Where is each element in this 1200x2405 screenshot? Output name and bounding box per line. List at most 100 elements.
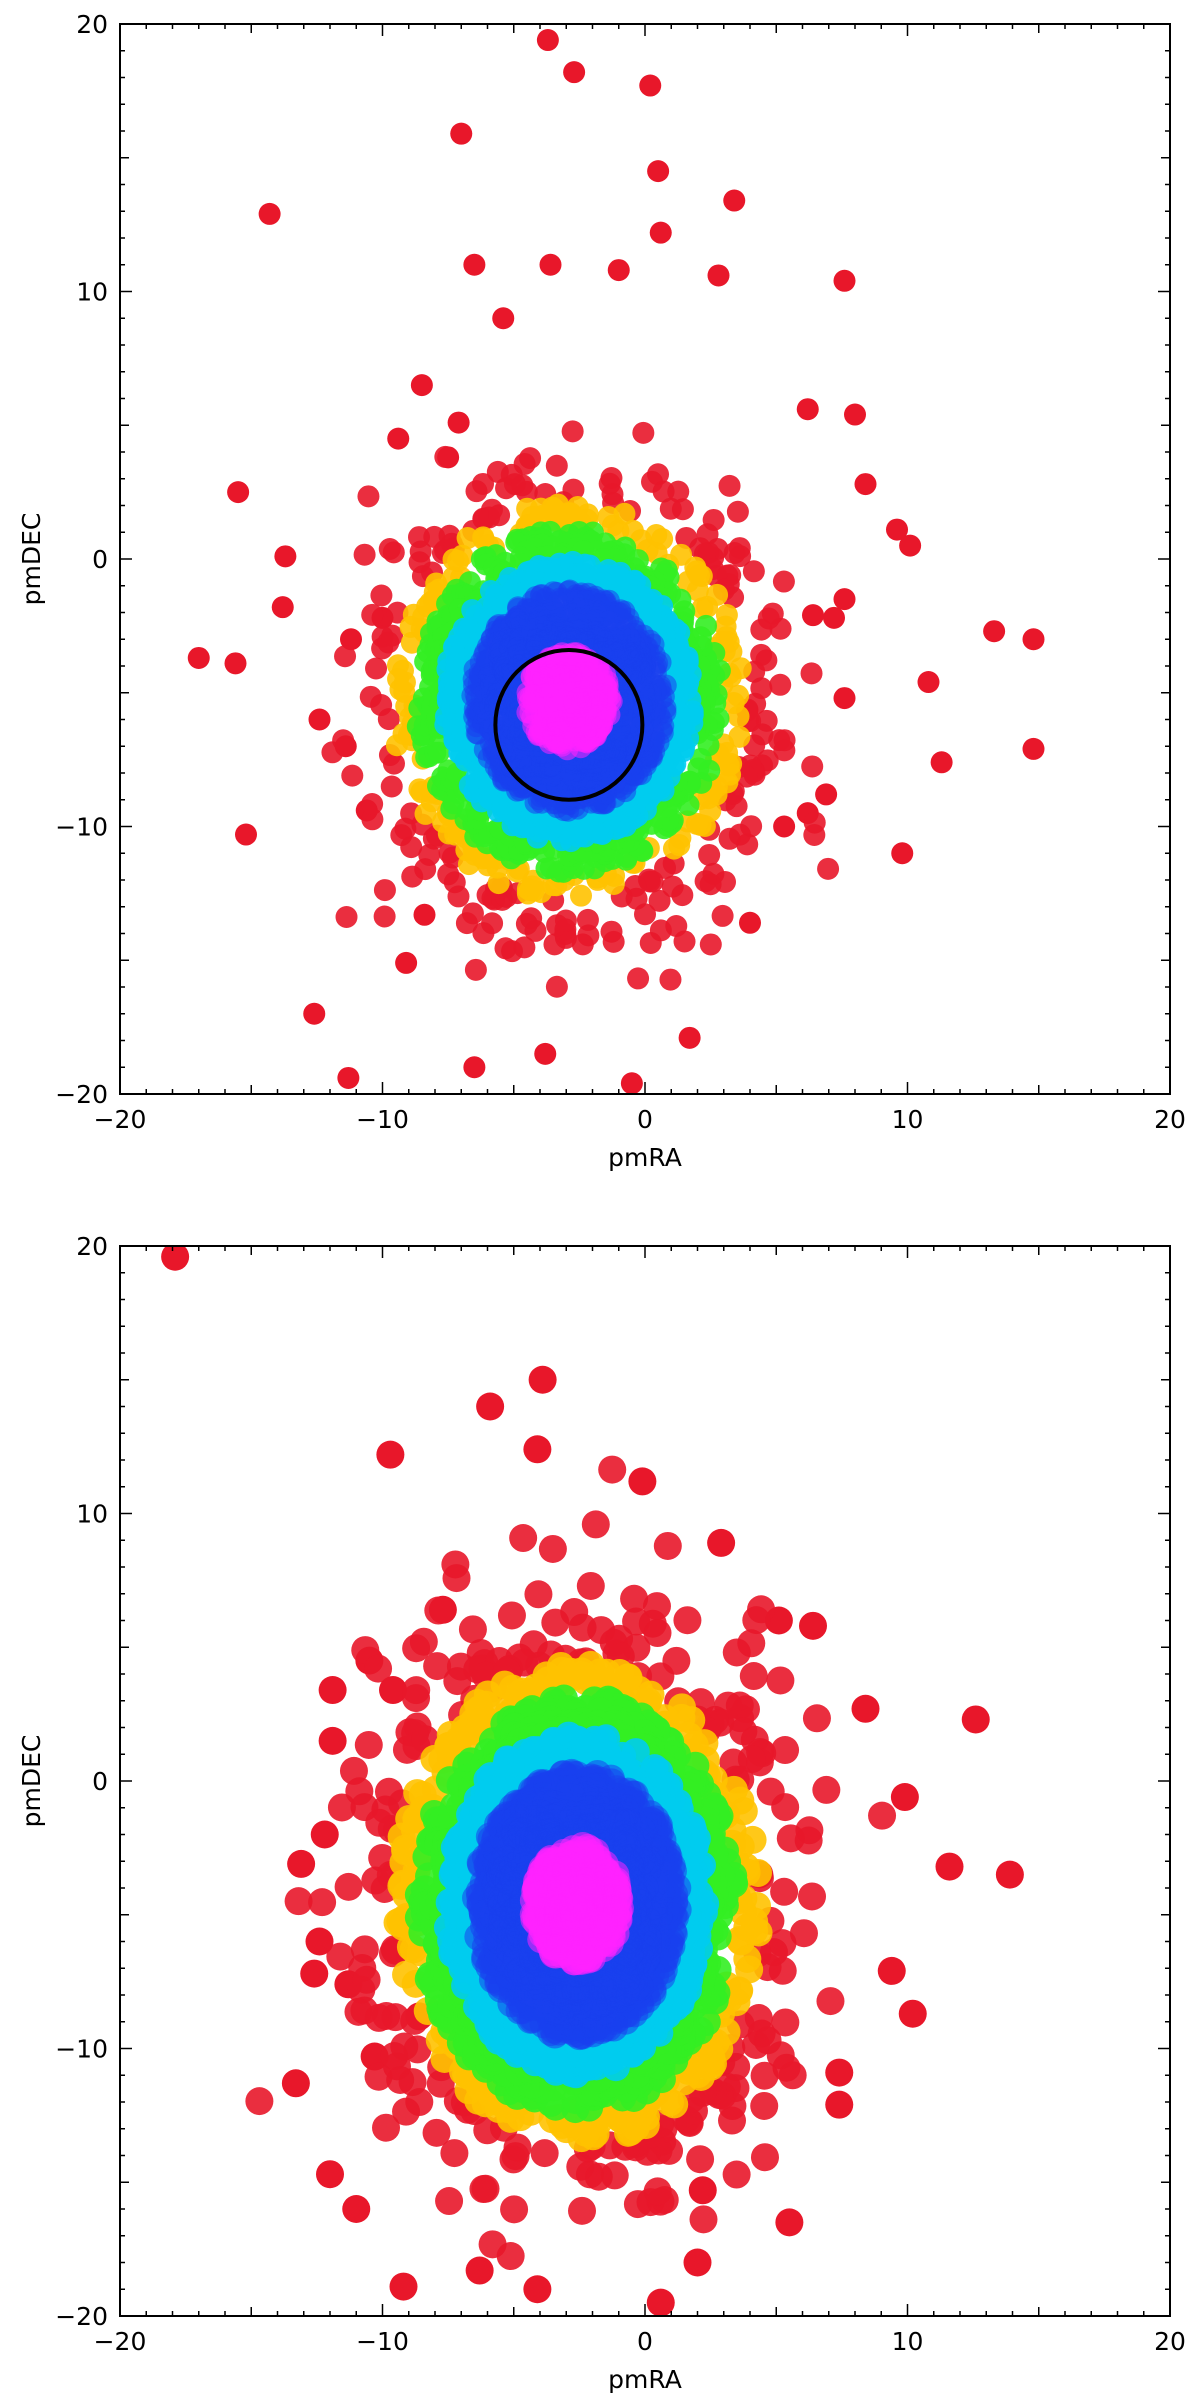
data-point [403, 2035, 432, 2064]
outlier-point [227, 481, 250, 504]
data-point [409, 1627, 438, 1656]
data-point [769, 673, 792, 696]
outlier-point [844, 403, 866, 426]
outlier-point [187, 646, 210, 669]
data-point [541, 1608, 570, 1637]
y-axis-label: pmDEC [17, 513, 46, 606]
data-point [434, 445, 457, 468]
data-point [718, 474, 741, 497]
data-point [800, 662, 823, 685]
data-point [497, 1601, 526, 1630]
data-point [515, 480, 538, 503]
data-point [694, 870, 717, 893]
data-point [648, 889, 671, 912]
data-point [513, 936, 536, 959]
data-point [558, 691, 581, 714]
data-point [334, 1872, 363, 1901]
data-point [423, 1652, 452, 1681]
outlier-point [688, 2176, 717, 2205]
outlier-point [563, 61, 586, 84]
data-point [643, 1619, 672, 1648]
data-point [520, 907, 543, 930]
data-point [581, 1510, 610, 1539]
outlier-point [447, 411, 470, 434]
outlier-point [318, 1726, 347, 1755]
data-point [464, 958, 487, 981]
data-point [652, 480, 675, 503]
data-point [739, 1662, 768, 1691]
scatter-points [161, 1246, 1024, 2316]
data-point [776, 1824, 805, 1853]
data-point [335, 905, 358, 928]
x-tick-label: −10 [356, 1105, 409, 1134]
data-point [768, 729, 791, 752]
outlier-point [823, 606, 845, 629]
data-point [659, 497, 682, 520]
data-point [554, 909, 577, 932]
data-point [458, 1615, 487, 1644]
outlier-point [833, 687, 856, 710]
outlier-point [620, 1072, 643, 1094]
data-point [722, 1638, 751, 1667]
data-point [373, 905, 396, 928]
data-point [435, 2187, 464, 2216]
data-point [742, 560, 765, 583]
data-point [723, 542, 746, 565]
data-point [538, 1534, 567, 1563]
data-point [686, 2145, 715, 2174]
outlier-point [775, 2208, 804, 2237]
data-point [802, 1704, 831, 1733]
data-point [624, 875, 647, 898]
outlier-point [536, 29, 559, 52]
data-point [817, 857, 840, 880]
data-point [393, 671, 416, 694]
data-point [722, 2160, 751, 2189]
data-point [725, 1925, 754, 1954]
y-tick-label: −20 [55, 1080, 108, 1109]
data-point [756, 1777, 785, 1806]
data-point [766, 1666, 795, 1695]
data-point [632, 421, 655, 444]
data-point [729, 1717, 758, 1746]
outlier-point [899, 534, 922, 557]
outlier-point [395, 951, 418, 974]
outlier-point [646, 2288, 675, 2316]
data-point [422, 2118, 451, 2147]
selection-circle [493, 647, 645, 802]
data-point [365, 657, 388, 680]
data-point [600, 920, 623, 943]
x-tick-label: 0 [637, 1105, 653, 1134]
data-point [440, 2139, 469, 2168]
data-point [659, 968, 682, 991]
data-point [561, 420, 584, 443]
data-point [545, 454, 568, 477]
data-point [698, 843, 721, 866]
data-point [742, 1606, 771, 1635]
data-point [373, 879, 396, 902]
data-point [801, 755, 824, 778]
y-tick-label: 20 [76, 10, 108, 39]
data-point [812, 1775, 841, 1804]
x-axis-label: pmRA [608, 1143, 682, 1172]
data-point [545, 975, 568, 998]
data-point [789, 1919, 818, 1948]
y-tick-label: 10 [76, 278, 108, 307]
data-point [332, 729, 355, 752]
data-point [370, 584, 393, 607]
data-point [382, 752, 405, 775]
data-point [398, 2068, 427, 2097]
outlier-point [607, 259, 630, 282]
data-point [284, 1887, 313, 1916]
outlier-point [1022, 628, 1045, 651]
outlier-point [465, 2256, 494, 2285]
outlier-point [281, 2069, 310, 2098]
outlier-point [476, 1392, 505, 1421]
data-point [750, 2143, 779, 2172]
data-point [461, 902, 484, 925]
outlier-point [796, 398, 819, 421]
data-point [354, 1730, 383, 1759]
outlier-point [723, 189, 746, 212]
data-point [437, 863, 460, 886]
